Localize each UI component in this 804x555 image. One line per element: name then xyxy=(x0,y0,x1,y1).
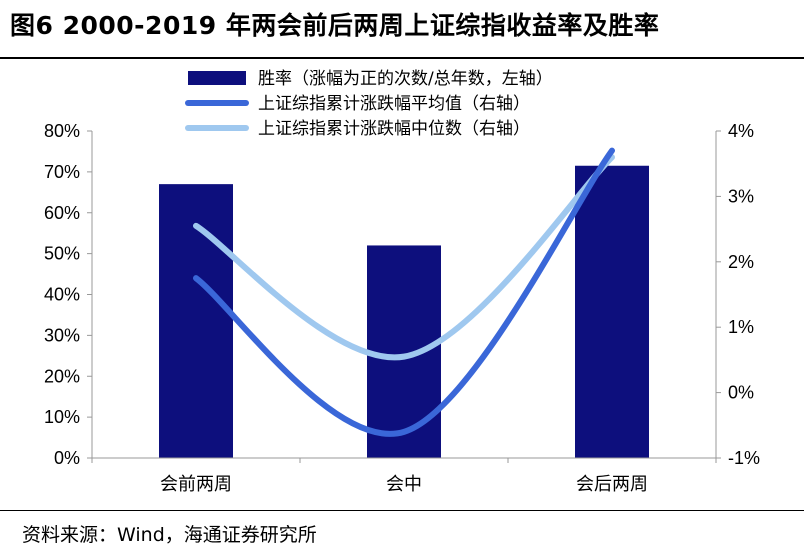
bar-series xyxy=(159,165,649,458)
chart: 胜率（涨幅为正的次数/总年数，左轴） 上证综指累计涨跌幅平均值（右轴） 上证综指累计… xyxy=(44,69,760,495)
axes: 80% 70% 60% 50% 40% 30% 20% 10% 0% 4% 3% 2% 1% 0% -1% 会… xyxy=(44,121,760,495)
x-category-label: 会前两周 xyxy=(160,474,232,495)
left-tick-label: 60% xyxy=(44,203,80,223)
legend-label: 上证综指累计涨跌幅平均值（右轴） xyxy=(258,94,530,114)
left-tick-label: 50% xyxy=(44,244,80,264)
bar xyxy=(575,165,649,458)
right-tick-label: 4% xyxy=(728,121,754,141)
right-tick-label: -1% xyxy=(728,448,760,468)
legend-label: 胜率（涨幅为正的次数/总年数，左轴） xyxy=(258,69,553,89)
left-tick-label: 80% xyxy=(44,121,80,141)
left-tick-label: 20% xyxy=(44,366,80,386)
legend: 胜率（涨幅为正的次数/总年数，左轴） 上证综指累计涨跌幅平均值（右轴） 上证综指累计… xyxy=(185,69,553,139)
right-tick-label: 3% xyxy=(728,186,754,206)
bar xyxy=(367,245,441,458)
x-category-label: 会中 xyxy=(386,474,422,495)
bar xyxy=(159,184,233,458)
legend-label: 上证综指累计涨跌幅中位数（右轴） xyxy=(258,119,530,139)
mean-line xyxy=(193,147,615,437)
left-tick-label: 40% xyxy=(44,285,80,305)
source-note: 资料来源：Wind，海通证券研究所 xyxy=(22,524,317,546)
x-category-label: 会后两周 xyxy=(576,474,648,495)
left-tick-label: 70% xyxy=(44,162,80,182)
right-tick-label: 0% xyxy=(728,383,754,403)
median-line xyxy=(193,154,615,361)
legend-bar-swatch xyxy=(188,71,246,85)
line-series xyxy=(193,147,615,437)
source-rule xyxy=(0,510,804,511)
right-tick-label: 1% xyxy=(728,317,754,337)
chart-title: 图6 2000-2019 年两会前后两周上证综指收益率及胜率 xyxy=(10,11,660,40)
right-tick-label: 2% xyxy=(728,252,754,272)
title-rule xyxy=(0,57,804,59)
left-tick-label: 10% xyxy=(44,407,80,427)
left-tick-label: 0% xyxy=(54,448,80,468)
left-tick-label: 30% xyxy=(44,325,80,345)
